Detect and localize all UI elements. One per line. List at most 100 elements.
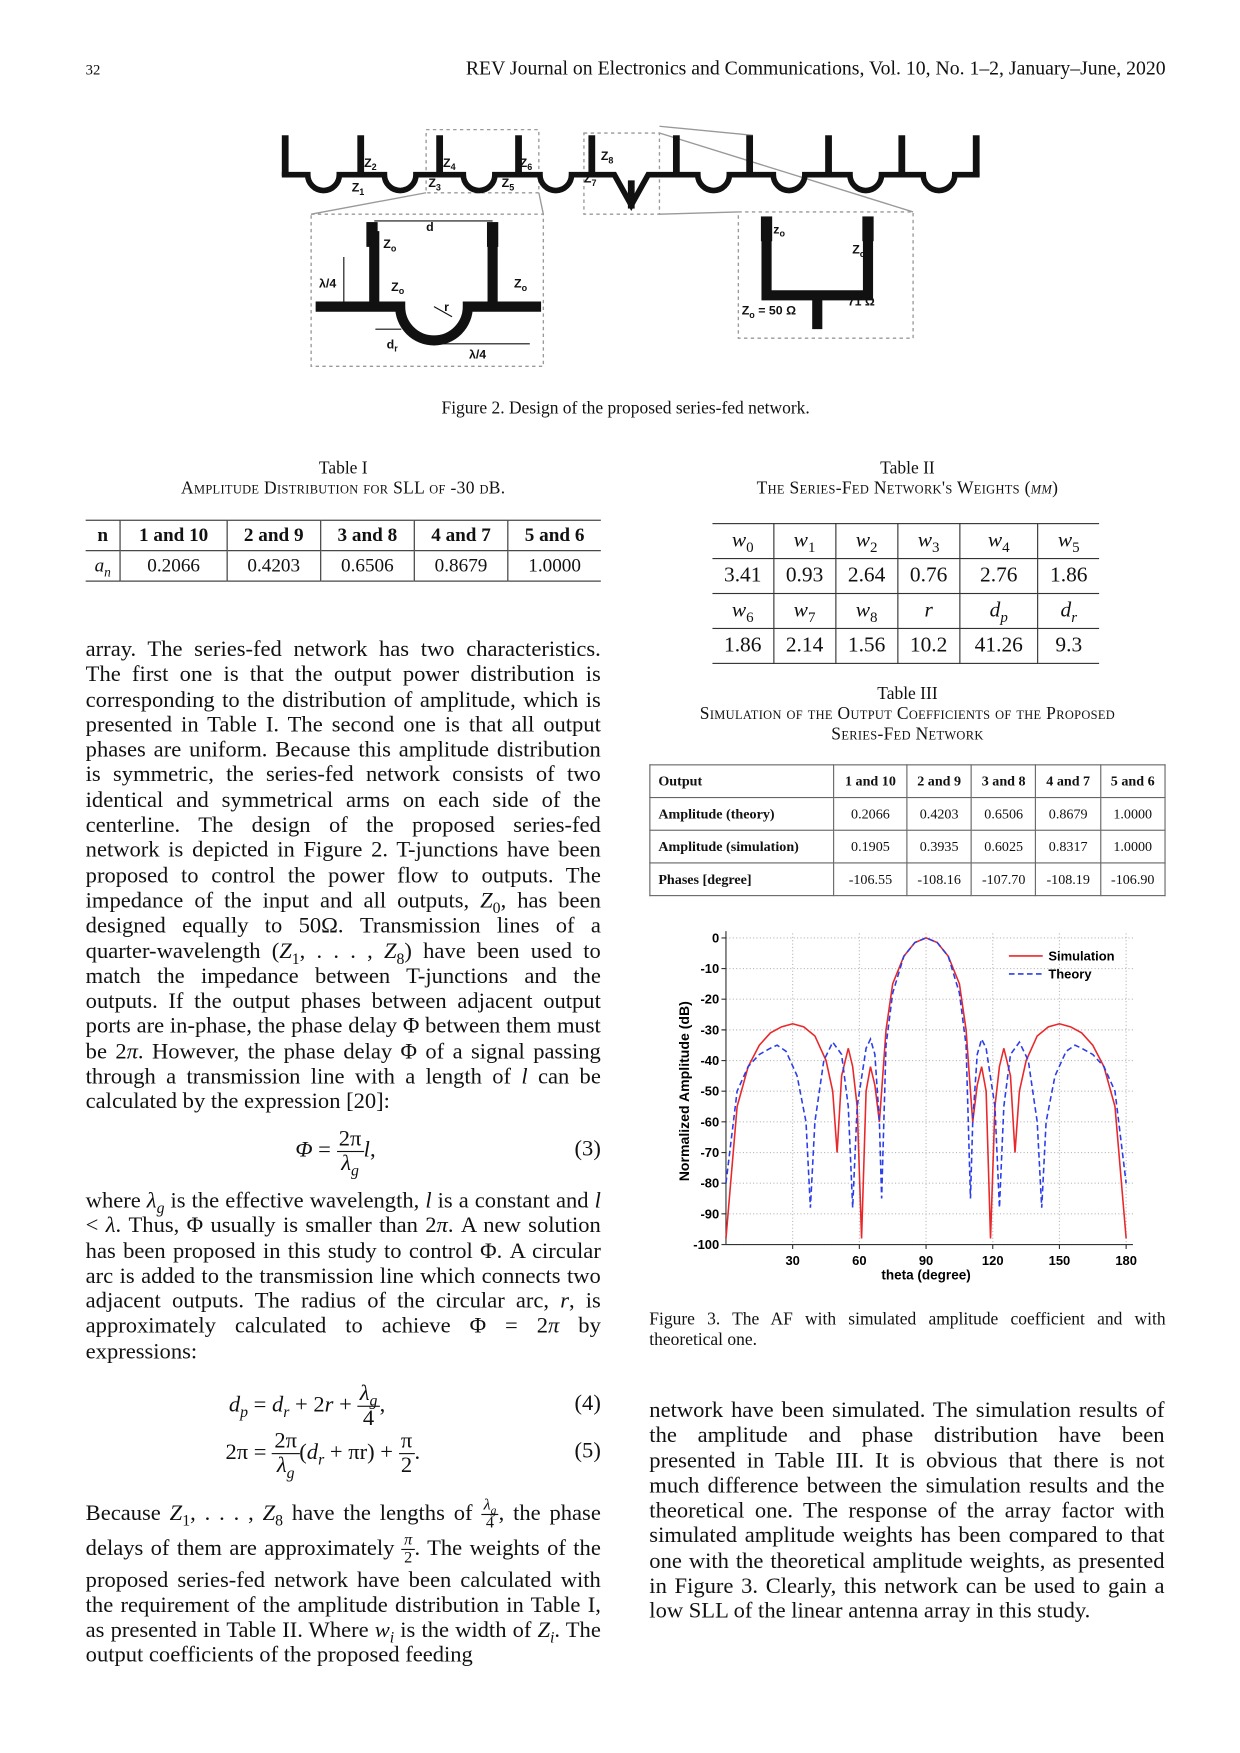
label-subscript: o bbox=[391, 243, 397, 253]
text-run: 2π bbox=[338, 1126, 362, 1151]
subscript: r bbox=[283, 1404, 290, 1422]
table-2-title: Table II The Series-Fed Network's Weights… bbox=[649, 459, 1165, 500]
label-text: 71 Ω bbox=[848, 294, 875, 308]
text-run: 1.86 bbox=[1050, 563, 1088, 588]
table-row: Amplitude (simulation) 0.1905 0.3935 0.6025… bbox=[649, 829, 1166, 864]
legend-label: Simulation bbox=[1048, 948, 1114, 963]
diagram-label: Z6 bbox=[520, 156, 533, 172]
table-row: w0 w1 w2 w3 w4 w5 bbox=[712, 523, 1100, 560]
numerator: λg bbox=[481, 1495, 499, 1517]
text-run: 1.0000 bbox=[1113, 805, 1153, 822]
text-run: 0.2066 bbox=[851, 805, 890, 822]
text-run: Amplitude Distribution for SLL of -30 dB… bbox=[180, 479, 506, 499]
table-cell: an bbox=[86, 551, 121, 581]
subscript: 5 bbox=[1072, 538, 1080, 556]
table-title: Table III bbox=[877, 684, 938, 704]
subscript: 3 bbox=[932, 538, 940, 556]
equation: 2π = 2π λg (dr + πr) + π 2. (5) bbox=[86, 1429, 601, 1482]
table-cell: 0.1905 bbox=[833, 829, 908, 864]
table-cell: w0 bbox=[712, 523, 775, 560]
label-subscript: 1 bbox=[359, 187, 364, 197]
subscript: 1 bbox=[182, 1513, 191, 1530]
label-text: Z bbox=[514, 276, 522, 290]
math-symbol: λ bbox=[276, 1453, 287, 1478]
math-symbol: l bbox=[521, 1064, 528, 1089]
fraction: λg 4 bbox=[481, 1495, 499, 1533]
math-symbol: λ bbox=[341, 1150, 352, 1176]
text-run: , bbox=[379, 1392, 386, 1418]
diagram-label: Zo bbox=[383, 237, 397, 253]
math-symbol: π bbox=[436, 1213, 448, 1239]
text-run: 2 and 9 bbox=[917, 772, 962, 789]
equation: Φ = 2π λg l, (3) bbox=[86, 1126, 600, 1180]
table-1: n 1 and 10 2 and 9 3 and 8 4 and 7 5 and 6 an 0… bbox=[85, 519, 601, 582]
diagram-label: Z3 bbox=[428, 176, 441, 192]
label-text: Z bbox=[428, 176, 436, 190]
text-run: 10.2 bbox=[909, 633, 948, 658]
table-cell: 0.6506 bbox=[319, 550, 415, 582]
equation-number: (5) bbox=[574, 1438, 601, 1464]
figure-3-chart: 0 -10 -20 -30 -40 -50 -60 -70 -80 -90 -100 30 60 90 12… bbox=[676, 930, 1137, 1282]
math-symbol: w bbox=[855, 598, 871, 623]
table-title: Table I bbox=[318, 458, 368, 478]
subscript: g bbox=[369, 1393, 378, 1411]
subscript: 8 bbox=[870, 608, 878, 626]
table-cell: Amplitude (theory) bbox=[649, 796, 835, 831]
subscript: 8 bbox=[396, 950, 405, 968]
math-symbol: w bbox=[855, 528, 871, 553]
subscript: r bbox=[1071, 608, 1078, 626]
table-cell: Amplitude (simulation) bbox=[649, 829, 835, 864]
data-line bbox=[725, 937, 1127, 1239]
table-cell: -108.16 bbox=[906, 862, 972, 897]
math-symbol: d bbox=[989, 598, 1001, 623]
text-run: is the width of bbox=[394, 1617, 538, 1643]
stub bbox=[746, 135, 754, 176]
diagram-label: dr bbox=[387, 337, 399, 353]
table-cell: 0.3935 bbox=[906, 829, 972, 864]
table-row: 3.41 0.93 2.64 0.76 2.76 1.86 bbox=[712, 557, 1100, 595]
table-cell: 1.56 bbox=[835, 627, 899, 664]
text-run: 1.0000 bbox=[528, 554, 581, 577]
equation-number: (4) bbox=[574, 1391, 601, 1416]
math-symbol: λ bbox=[483, 1495, 491, 1514]
text-run: Phases [degree] bbox=[658, 870, 752, 887]
text-run: 4 bbox=[362, 1405, 375, 1431]
text-run: 4 bbox=[485, 1514, 495, 1533]
label-subscript: 3 bbox=[436, 183, 441, 193]
table-cell: 3 and 8 bbox=[319, 520, 415, 552]
math-symbol: Z bbox=[383, 938, 397, 964]
label-subscript: o bbox=[522, 283, 528, 293]
math-symbol: λ bbox=[359, 1380, 370, 1406]
text-run: ( bbox=[299, 1439, 307, 1465]
stub bbox=[825, 135, 832, 176]
subscript: 4 bbox=[1002, 538, 1010, 556]
table-cell: Output bbox=[649, 764, 835, 799]
subscript: p bbox=[240, 1404, 248, 1422]
label-text: Z bbox=[584, 172, 592, 186]
label-subscript: 2 bbox=[372, 162, 377, 172]
math-symbol: π bbox=[548, 1313, 560, 1339]
stub bbox=[898, 135, 906, 176]
text-run: n bbox=[97, 524, 109, 546]
y-tick-label: -100 bbox=[693, 1237, 719, 1252]
fraction: λg 4 bbox=[357, 1380, 380, 1431]
y-tick-label: -10 bbox=[700, 961, 719, 976]
math-symbol: π bbox=[126, 1039, 138, 1064]
diagram-label: λ/4 bbox=[469, 347, 486, 361]
figure-3-caption: Figure 3. The AF with simulated amplitud… bbox=[649, 1309, 1166, 1349]
table-cell: 41.26 bbox=[959, 627, 1039, 664]
label-text: z bbox=[773, 222, 779, 236]
table-caption: The Series-Fed Network's Weights (mm) bbox=[649, 479, 1165, 499]
denominator: 2 bbox=[402, 1550, 415, 1567]
text-run: ) have been used to match the impedance … bbox=[85, 938, 601, 1064]
table-row: n 1 and 10 2 and 9 3 and 8 4 and 7 5 and 6 bbox=[85, 520, 601, 552]
subscript: 2 bbox=[870, 538, 878, 556]
math-symbol: w bbox=[793, 598, 808, 623]
text-run: Output bbox=[658, 772, 703, 789]
diagram-label: Z7 bbox=[584, 172, 597, 188]
table-cell: 1.0000 bbox=[1099, 796, 1166, 831]
diagram-label: Zo bbox=[514, 276, 528, 292]
table-cell: 0.4203 bbox=[226, 550, 321, 582]
stub bbox=[972, 135, 980, 176]
text-run: . Thus, Φ usually is smaller than 2 bbox=[115, 1213, 437, 1239]
